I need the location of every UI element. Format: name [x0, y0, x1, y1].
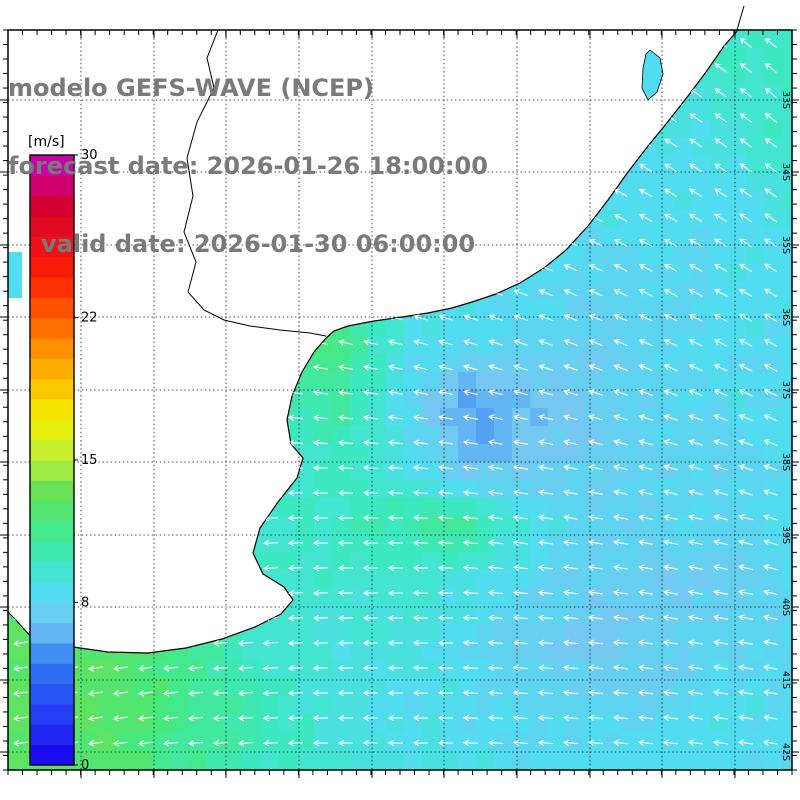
latitude-label: 37S [780, 381, 791, 399]
coastline [7, 29, 739, 654]
latitude-label: 35S [780, 236, 791, 254]
graticule-grid [8, 30, 792, 770]
latitude-label: 34S [780, 163, 791, 181]
latitude-labels: 33S 34S 35S 36S 37S 38S 39S 40S 41S 42S [780, 91, 791, 761]
latitude-label: 33S [780, 91, 791, 109]
axis-ticks [0, 29, 799, 778]
coast-margin-line [736, 5, 745, 31]
forecast-date-line: forecast date: 2026-01-26 18:00:00 [8, 152, 488, 180]
latitude-label: 41S [780, 671, 791, 689]
colorbar-tick-label: 8 [81, 595, 89, 610]
latitude-label: 39S [780, 526, 791, 544]
colorbar-tick-label: 0 [81, 758, 89, 773]
model-title: modelo GEFS-WAVE (NCEP) [8, 74, 374, 102]
river-mouth-patch [8, 252, 22, 298]
coastal-lagoon [641, 49, 664, 101]
title-block: modelo GEFS-WAVE (NCEP) forecast date: 2… [8, 23, 488, 309]
river-line [183, 29, 327, 337]
latitude-label: 36S [780, 308, 791, 326]
colorbar-tick-label: 30 [81, 148, 98, 163]
colorbar: [m/s] 30 22 15 8 0 [28, 134, 98, 773]
latitude-label: 38S [780, 453, 791, 471]
colorbar-tick-label: 22 [81, 311, 98, 326]
colorbar-tick-label: 15 [81, 453, 98, 468]
colorbar-unit-label: [m/s] [28, 134, 65, 150]
valid-date-line: valid date: 2026-01-30 06:00:00 [41, 230, 476, 258]
latitude-label: 40S [780, 598, 791, 616]
latitude-label: 42S [780, 743, 791, 761]
